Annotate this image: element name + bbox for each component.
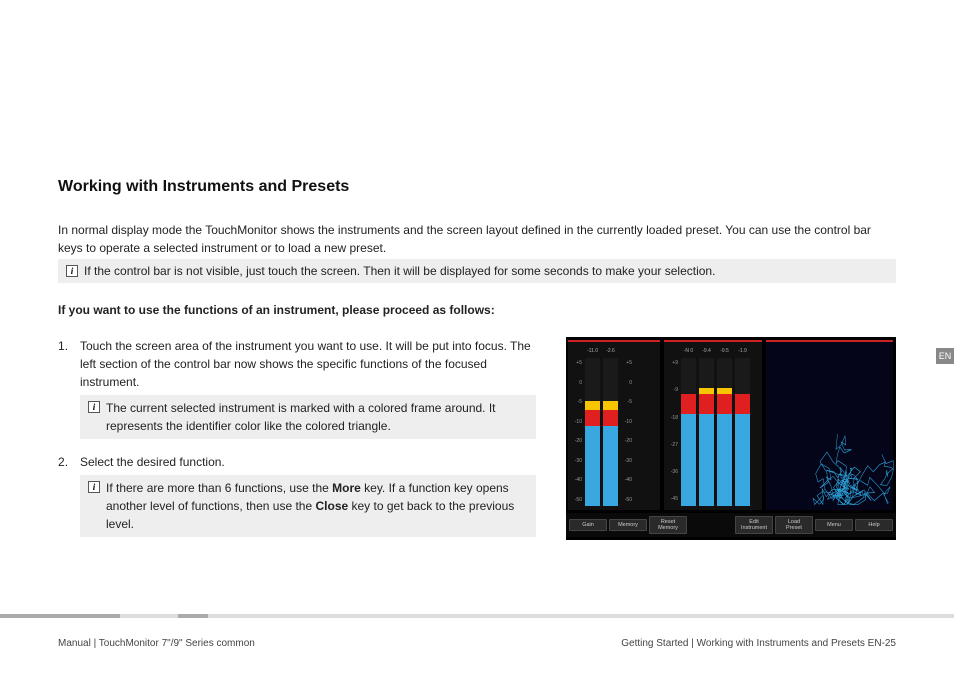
top-note-text: If the control bar is not visible, just … xyxy=(84,262,715,280)
screenshot-button: Help xyxy=(855,519,893,531)
bottom-rule xyxy=(0,614,954,618)
heading: Working with Instruments and Presets xyxy=(58,175,896,199)
step-1-note-text: The current selected instrument is marke… xyxy=(106,399,528,435)
screenshot-button: ResetMemory xyxy=(649,516,687,534)
info-icon: i xyxy=(66,265,78,277)
device-screenshot: +50-5-10-20-30-40-50-11.0-2.6+50-5-10-20… xyxy=(566,337,896,540)
footer-left: Manual | TouchMonitor 7"/9" Series commo… xyxy=(58,636,255,651)
step-1-note: i The current selected instrument is mar… xyxy=(80,395,536,439)
step-2-text: Select the desired function. xyxy=(80,455,225,469)
screenshot-button: Memory xyxy=(609,519,647,531)
screenshot-button: EditInstrument xyxy=(735,516,773,534)
subheading: If you want to use the functions of an i… xyxy=(58,301,896,319)
step-2-note: i If there are more than 6 functions, us… xyxy=(80,475,536,537)
info-icon: i xyxy=(88,481,100,493)
language-tab: EN xyxy=(936,348,954,364)
step-2: Select the desired function. i If there … xyxy=(58,453,536,537)
screenshot-button: LoadPreset xyxy=(775,516,813,534)
info-icon: i xyxy=(88,401,100,413)
screenshot-button: Gain xyxy=(569,519,607,531)
footer-right: Getting Started | Working with Instrumen… xyxy=(621,636,896,651)
screenshot-button: Menu xyxy=(815,519,853,531)
step-2-note-text: If there are more than 6 functions, use … xyxy=(106,479,528,533)
intro-text: In normal display mode the TouchMonitor … xyxy=(58,221,896,257)
step-1: Touch the screen area of the instrument … xyxy=(58,337,536,439)
steps-column: Touch the screen area of the instrument … xyxy=(58,337,536,551)
step-1-text: Touch the screen area of the instrument … xyxy=(80,339,531,389)
top-note: i If the control bar is not visible, jus… xyxy=(58,259,896,283)
